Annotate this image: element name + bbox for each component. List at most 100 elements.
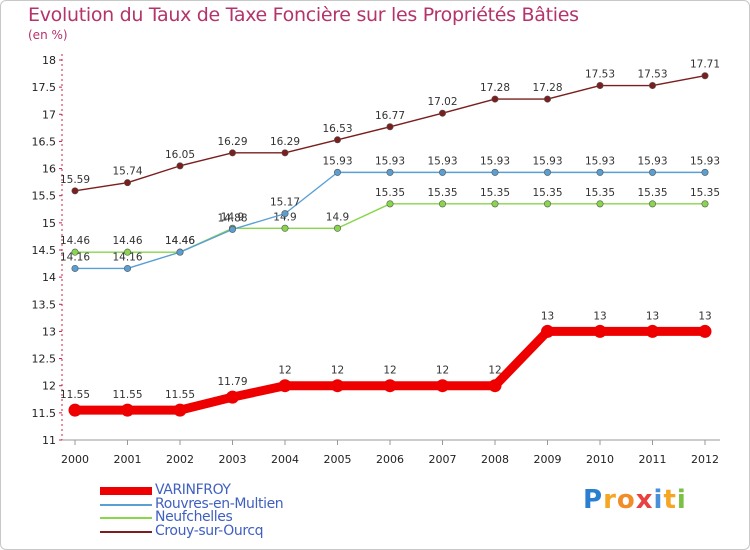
data-label: 11.55 [60,389,90,401]
y-tick-label: 11.5 [32,407,57,420]
data-label: 14.46 [60,235,90,247]
x-tick-label: 2004 [271,453,299,466]
data-point [386,123,394,131]
data-label: 12 [383,365,396,377]
data-label: 15.35 [637,187,667,199]
x-tick-label: 2011 [639,453,667,466]
data-label: 14.9 [273,211,296,223]
legend-item: Neufchelles [100,509,340,525]
data-label: 15.17 [270,197,300,209]
logo-letter: i [653,485,664,515]
y-tick-label: 16.5 [32,135,57,148]
data-point [596,200,604,208]
data-label: 12 [488,365,501,377]
legend-swatch [100,530,152,533]
data-label: 11.55 [112,389,142,401]
data-label: 15.93 [585,155,615,167]
data-point [71,187,79,195]
data-point [281,224,289,232]
data-label: 15.35 [532,187,562,199]
x-tick-label: 2002 [166,453,194,466]
data-label: 16.29 [217,136,247,148]
data-point [226,390,239,404]
legend-swatch [100,487,152,495]
data-point [593,324,607,338]
data-point [278,379,292,393]
data-label: 15.93 [690,155,720,167]
data-point [173,403,187,417]
data-label: 17.28 [480,82,510,94]
data-point [383,379,397,393]
data-point [541,324,554,338]
logo-letter: i [676,485,687,515]
data-label: 12 [436,365,449,377]
data-point [386,168,394,176]
data-label: 17.53 [637,69,667,81]
y-tick-label: 16 [42,163,56,176]
data-point [124,179,132,187]
data-point [124,264,132,272]
data-point [281,149,289,157]
data-point [386,200,394,208]
data-point [438,200,446,208]
data-point [331,379,344,393]
legend-label: Rouvres-en-Multien [155,495,284,512]
data-label: 15.59 [60,174,90,186]
data-point [68,403,82,417]
data-label: 13 [541,310,554,322]
data-label: 15.35 [427,187,457,199]
data-label: 15.35 [375,187,405,199]
data-point [333,136,341,144]
data-point [646,324,659,338]
data-point [438,168,446,176]
y-tick-label: 12 [42,380,56,393]
proxiti-logo: Proxiti [583,485,687,515]
chart-title: Evolution du Taux de Taxe Foncière sur l… [28,4,579,26]
data-label: 14.46 [112,235,142,247]
unit-label: (en %) [28,28,68,42]
x-tick-label: 2009 [534,453,562,466]
data-label: 15.74 [112,166,142,178]
legend-item: Crouy-sur-Ourcq [100,522,340,539]
y-tick-label: 15.5 [32,190,57,203]
data-label: 15.93 [427,155,457,167]
data-point [543,95,551,103]
data-label: 13 [698,310,711,322]
data-label: 15.35 [480,187,510,199]
legend-label: Crouy-sur-Ourcq [155,522,264,539]
data-point [648,168,656,176]
data-point [491,200,499,208]
data-point [543,168,551,176]
logo-letter: x [635,485,654,515]
legend-item: VARINFROY [100,482,340,498]
data-point [648,82,656,90]
data-label: 15.93 [322,155,352,167]
data-label: 17.28 [532,82,562,94]
data-label: 13 [593,310,606,322]
data-point [124,248,132,256]
data-label: 14.88 [217,212,247,224]
data-label: 15.35 [690,187,720,199]
data-label: 12 [278,365,291,377]
data-point [701,72,709,80]
data-point [229,149,237,157]
data-label: 14.46 [165,235,195,247]
data-label: 15.93 [637,155,667,167]
data-point [333,168,341,176]
data-label: 16.29 [270,136,300,148]
data-point [281,210,289,218]
y-tick-label: 14.5 [32,244,57,257]
data-label: 15.93 [480,155,510,167]
data-label: 17.53 [585,69,615,81]
y-tick-label: 18 [42,54,56,67]
data-label: 14.46 [165,235,195,247]
logo-letter: P [583,485,604,515]
data-point [71,248,79,256]
legend-item: Rouvres-en-Multien [100,495,340,512]
x-tick-label: 2008 [481,453,509,466]
data-label: 11.55 [165,389,195,401]
data-label: 16.77 [375,110,405,122]
y-tick-label: 17 [42,108,56,121]
data-point [438,109,446,117]
